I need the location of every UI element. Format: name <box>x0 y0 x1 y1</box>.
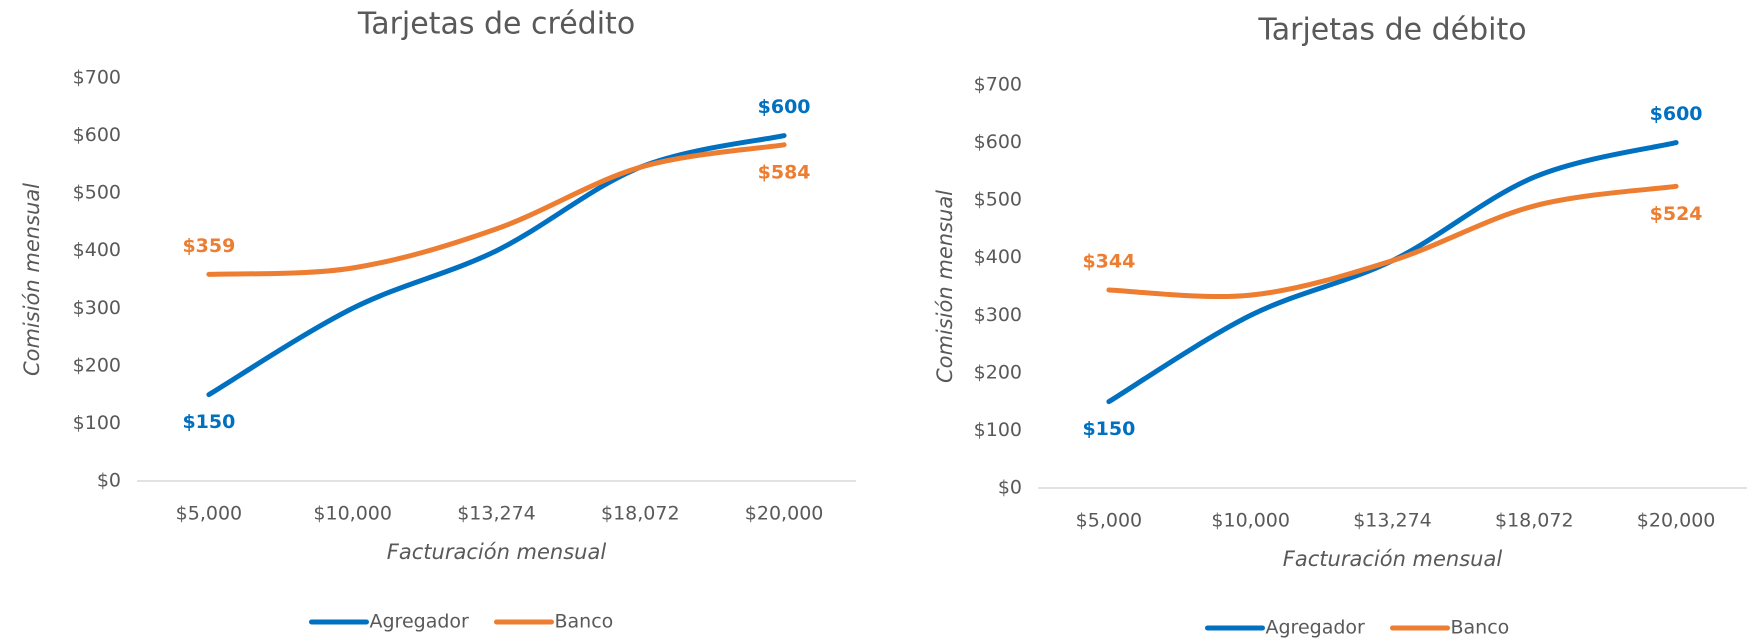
y-tick-label: $200 <box>974 361 1022 383</box>
series-line <box>206 133 787 398</box>
x-tick-label: $13,274 <box>1353 510 1432 532</box>
y-tick-label: $500 <box>974 189 1022 211</box>
y-tick-label: $400 <box>73 239 121 261</box>
y-tick-label: $300 <box>974 304 1022 326</box>
chart-title: Tarjetas de crédito <box>357 7 635 42</box>
series-line <box>1106 140 1679 405</box>
data-label: $600 <box>758 96 811 118</box>
y-tick-label: $400 <box>974 246 1022 268</box>
y-tick-label: $0 <box>998 477 1022 499</box>
x-tick-label: $10,000 <box>1211 510 1290 532</box>
data-label: $359 <box>182 235 235 257</box>
y-axis-label: Comisión mensual <box>20 183 44 376</box>
data-label: $150 <box>182 411 235 433</box>
y-axis-label: Comisión mensual <box>933 190 957 383</box>
legend-label: Agregador <box>370 611 470 633</box>
x-tick-label: $20,000 <box>1637 510 1716 532</box>
legend-label: Agregador <box>1266 617 1366 638</box>
series-line <box>206 142 787 277</box>
data-label: $524 <box>1650 203 1703 225</box>
y-tick-label: $100 <box>974 419 1022 441</box>
data-label: $344 <box>1082 250 1135 272</box>
x-tick-label: $20,000 <box>745 503 824 525</box>
x-tick-label: $5,000 <box>1076 510 1142 532</box>
x-axis-label: Facturación mensual <box>387 540 607 564</box>
y-tick-label: $700 <box>974 74 1022 96</box>
y-tick-label: $700 <box>73 67 121 89</box>
series-line <box>1106 183 1679 300</box>
legend-label: Banco <box>1451 617 1510 638</box>
y-tick-label: $200 <box>73 354 121 376</box>
chart-title: Tarjetas de débito <box>1257 13 1526 48</box>
x-tick-label: $13,274 <box>457 503 536 525</box>
y-tick-label: $600 <box>974 131 1022 153</box>
x-tick-label: $10,000 <box>313 503 392 525</box>
x-tick-label: $18,072 <box>601 503 680 525</box>
y-tick-label: $0 <box>97 470 121 492</box>
data-label: $584 <box>758 161 811 183</box>
data-label: $600 <box>1650 103 1703 125</box>
x-tick-label: $18,072 <box>1495 510 1574 532</box>
y-tick-label: $300 <box>73 297 121 319</box>
y-tick-label: $500 <box>73 182 121 204</box>
data-label: $150 <box>1082 418 1135 440</box>
y-tick-label: $100 <box>73 412 121 434</box>
legend-label: Banco <box>555 611 614 633</box>
x-axis-label: Facturación mensual <box>1283 547 1503 571</box>
y-tick-label: $600 <box>73 124 121 146</box>
x-tick-label: $5,000 <box>176 503 242 525</box>
